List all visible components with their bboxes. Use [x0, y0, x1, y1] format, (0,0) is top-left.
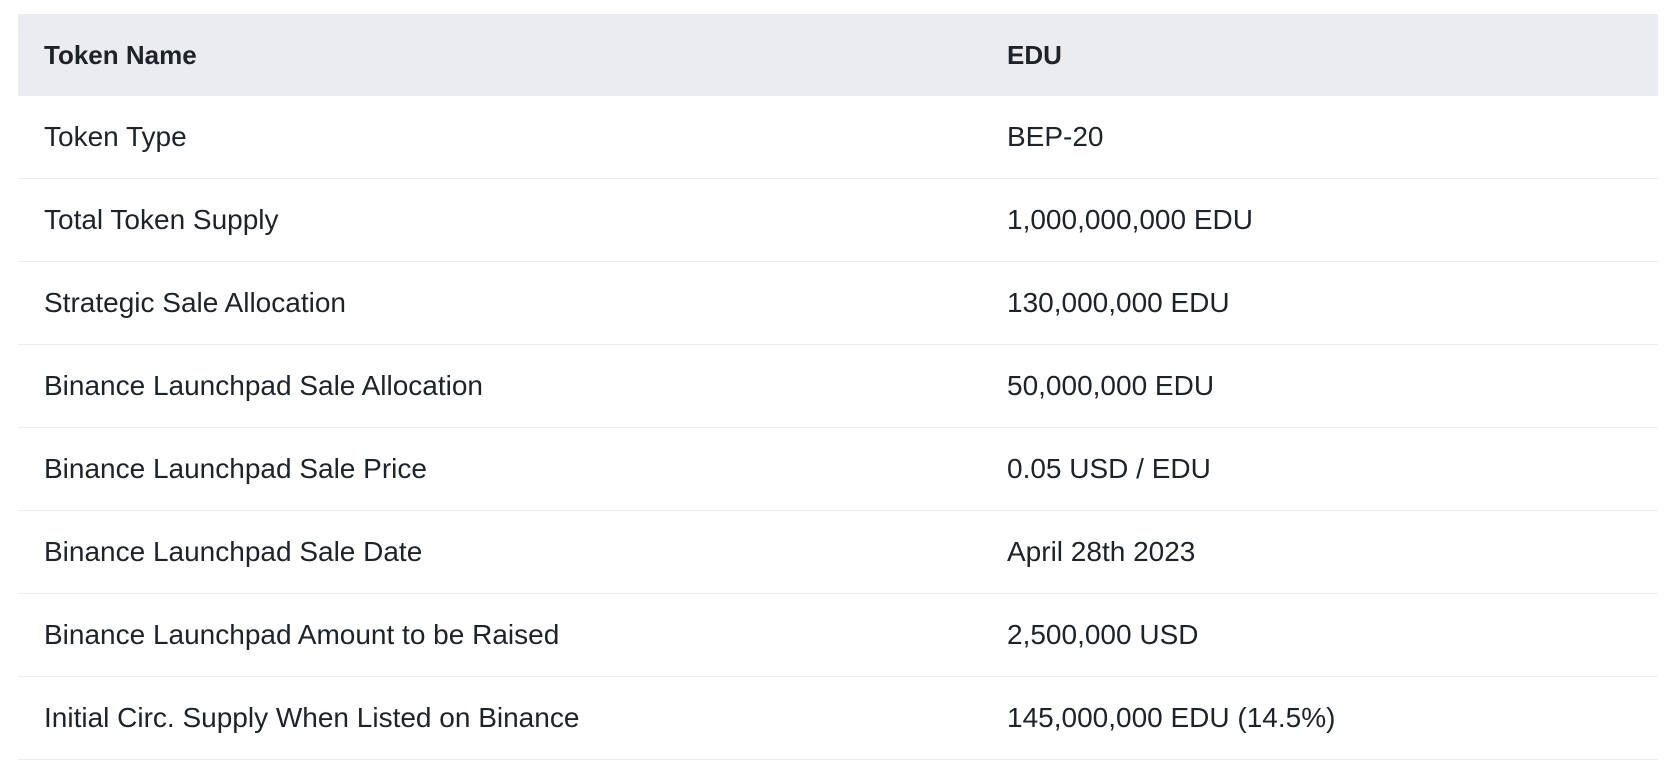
table-row: Binance Launchpad Amount to be Raised 2,…	[18, 594, 1658, 677]
token-info-table: Token Name EDU Token Type BEP-20 Total T…	[18, 14, 1658, 760]
row-value: 1,000,000,000 EDU	[1007, 204, 1253, 235]
row-label: Total Token Supply	[44, 204, 279, 235]
table-row: Initial Circ. Supply When Listed on Bina…	[18, 677, 1658, 760]
row-value: 145,000,000 EDU (14.5%)	[1007, 702, 1336, 733]
table-row: Binance Launchpad Sale Price 0.05 USD / …	[18, 428, 1658, 511]
table-row: Binance Launchpad Sale Date April 28th 2…	[18, 511, 1658, 594]
table-row: Token Type BEP-20	[18, 96, 1658, 179]
row-value: 50,000,000 EDU	[1007, 370, 1215, 401]
row-label: Token Type	[44, 121, 187, 152]
header-label: Token Name	[44, 39, 197, 70]
row-value: BEP-20	[1007, 121, 1104, 152]
header-value: EDU	[1007, 39, 1062, 70]
row-value: 130,000,000 EDU	[1007, 287, 1230, 318]
table-header-row: Token Name EDU	[18, 14, 1658, 96]
table-row: Binance Launchpad Sale Allocation 50,000…	[18, 345, 1658, 428]
row-label: Binance Launchpad Amount to be Raised	[44, 619, 560, 650]
row-value: 2,500,000 USD	[1007, 619, 1199, 650]
table-row: Total Token Supply 1,000,000,000 EDU	[18, 179, 1658, 262]
row-label: Binance Launchpad Sale Allocation	[44, 370, 484, 401]
row-label: Initial Circ. Supply When Listed on Bina…	[44, 702, 580, 733]
row-label: Strategic Sale Allocation	[44, 287, 346, 318]
row-label: Binance Launchpad Sale Price	[44, 453, 427, 484]
table-row: Strategic Sale Allocation 130,000,000 ED…	[18, 262, 1658, 345]
row-label: Binance Launchpad Sale Date	[44, 536, 423, 567]
row-value: April 28th 2023	[1007, 536, 1196, 567]
row-value: 0.05 USD / EDU	[1007, 453, 1211, 484]
